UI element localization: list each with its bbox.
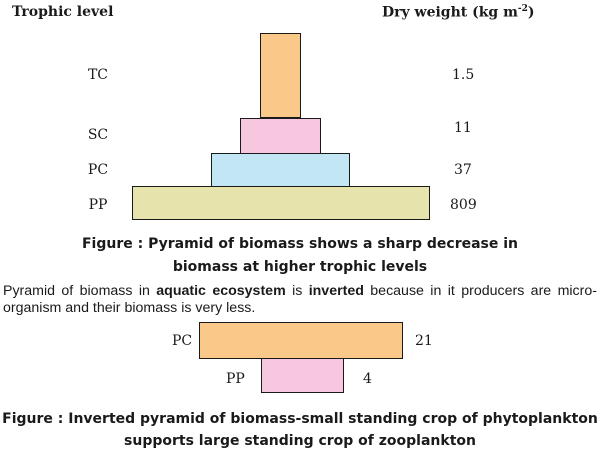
dry-weight-header: Dry weight (kg m-2)	[382, 4, 535, 21]
dry-weight-header-close: )	[527, 4, 535, 21]
pyramid-bar-sc	[240, 118, 321, 154]
level-label-pc: PC	[87, 162, 109, 178]
inverted-figure-caption-line2: supports large standing crop of zooplank…	[124, 433, 476, 449]
level-label-tc: TC	[87, 67, 109, 83]
level-value-tc: 1.5	[452, 67, 475, 83]
inverted-level-value-pc: 21	[415, 333, 433, 349]
level-value-pp: 809	[450, 197, 477, 213]
figure-caption-line1: Figure : Pyramid of biomass shows a shar…	[81, 236, 519, 252]
level-label-sc: SC	[87, 127, 109, 143]
level-label-pp: PP	[88, 197, 108, 213]
inverted-level-label-pc: PC	[172, 333, 193, 349]
figure-caption-line2: biomass at higher trophic levels	[172, 259, 428, 275]
pyramid-bar-tc	[260, 33, 301, 118]
pyramid-bar-pp	[132, 186, 430, 220]
paragraph-bold-aquatic: aquatic ecosystem	[156, 283, 286, 299]
dry-weight-header-text: Dry weight (kg m	[382, 4, 518, 21]
inverted-pyramid-bar-pp	[261, 358, 344, 393]
paragraph-bold-inverted: inverted	[308, 283, 364, 299]
paragraph-text: because in it producers are micro-organi…	[3, 283, 597, 316]
level-value-pc: 37	[454, 162, 472, 178]
trophic-level-header: Trophic level	[12, 4, 114, 20]
inverted-level-label-pp: PP	[226, 371, 245, 387]
level-value-sc: 11	[454, 120, 472, 136]
inverted-pyramid-bar-pc	[199, 322, 403, 359]
inverted-level-value-pp: 4	[363, 371, 372, 387]
paragraph-text: is	[285, 283, 309, 299]
paragraph-text: Pyramid of biomass in	[3, 283, 157, 299]
explanation-paragraph: Pyramid of biomass in aquatic ecosystem …	[3, 283, 597, 317]
inverted-figure-caption-line1: Figure : Inverted pyramid of biomass-sma…	[2, 411, 598, 427]
pyramid-bar-pc	[211, 153, 350, 187]
dry-weight-exponent: -2	[517, 4, 528, 14]
